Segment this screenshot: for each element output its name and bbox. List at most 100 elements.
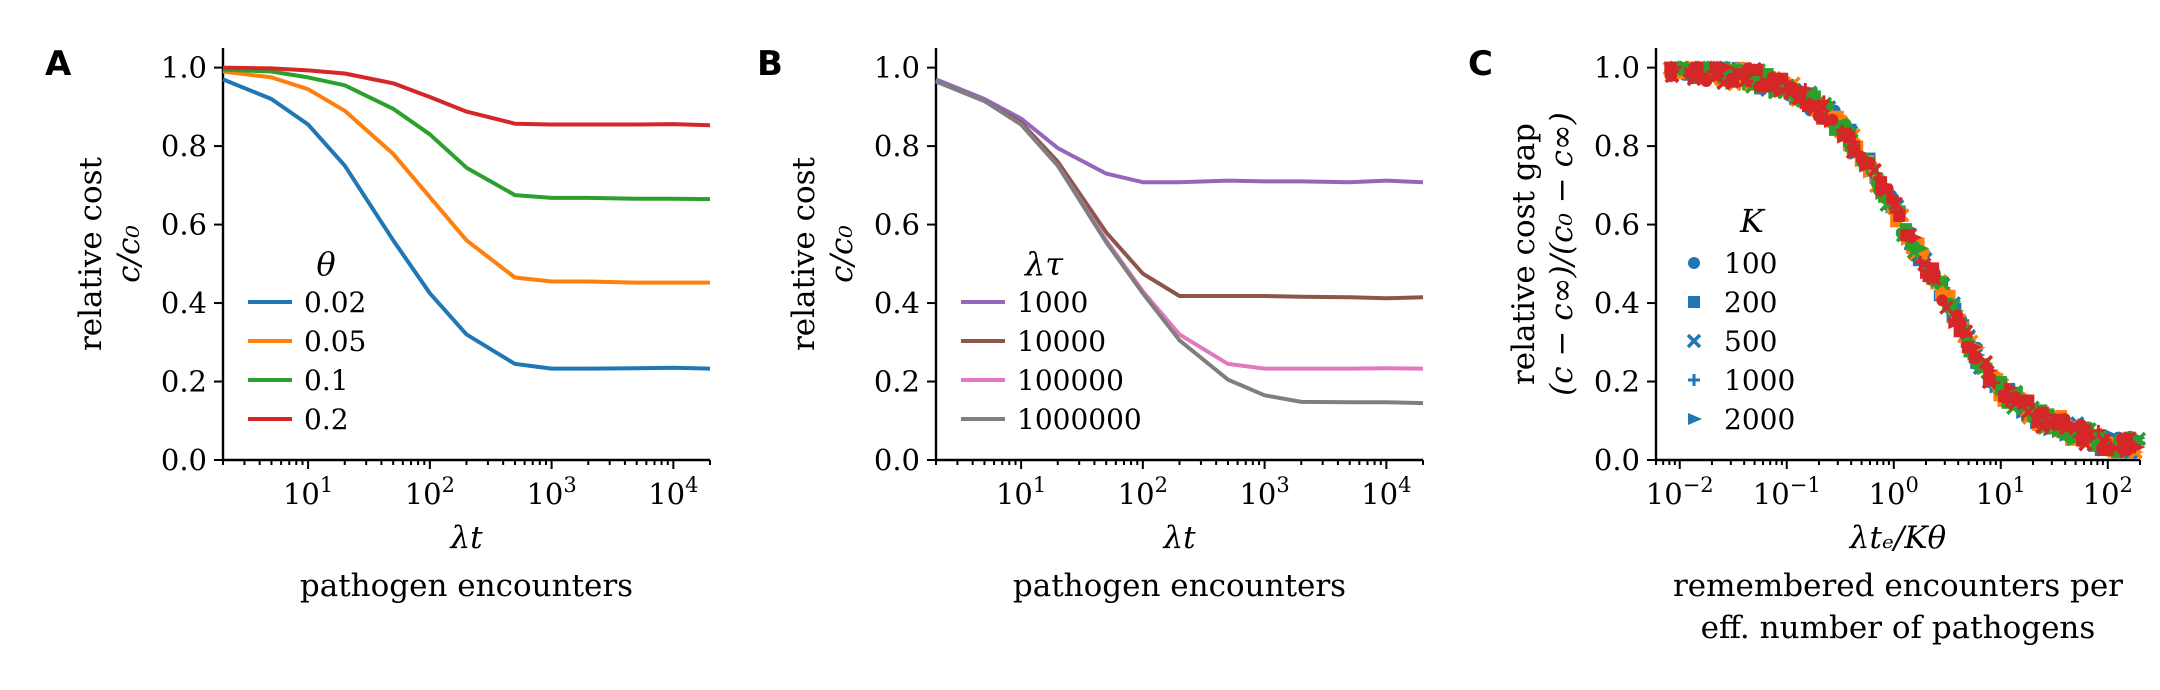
legend-label: 200 xyxy=(1724,286,1777,319)
legend-marker xyxy=(1688,296,1700,308)
data-point xyxy=(1720,61,1735,74)
legend-label: 1000 xyxy=(1724,364,1795,397)
y-tick-label: 0.6 xyxy=(874,208,920,242)
panel-a-chart: 0.0 0.2 0.4 0.6 0.8 1.0 101 102 103 104 λt pathogen… xyxy=(73,48,711,604)
series-line-0.05 xyxy=(222,69,710,285)
series-line-0.2 xyxy=(222,65,711,128)
x-tick-label: 10−1 xyxy=(1753,473,1821,511)
x-tick-label: 101 xyxy=(996,473,1046,511)
data-point xyxy=(1734,67,1749,80)
legend-marker xyxy=(1688,413,1702,425)
x-tick-label: 100 xyxy=(1869,473,1919,511)
data-point xyxy=(2072,430,2085,443)
y-tick-label: 0.6 xyxy=(161,208,207,242)
y-tick-label: 1.0 xyxy=(161,51,207,85)
data-point xyxy=(2004,381,2019,394)
data-point xyxy=(2032,416,2047,429)
data-point xyxy=(1939,300,1954,315)
series-line-100000 xyxy=(935,79,1424,371)
x-axis-sublabel: pathogen encounters xyxy=(1013,568,1346,604)
data-point xyxy=(1889,206,1902,219)
data-point xyxy=(1859,160,1874,173)
y-tick-label: 0.8 xyxy=(161,129,207,163)
data-point xyxy=(1773,85,1788,98)
y-tick-label: 0.8 xyxy=(1594,129,1640,163)
data-point xyxy=(1698,69,1713,82)
data-point xyxy=(1886,192,1901,205)
panel-b-chart: 0.0 0.2 0.4 0.6 0.8 1.0 101 102 103 104 λt pathogen… xyxy=(786,48,1424,604)
data-point xyxy=(1928,269,1943,282)
y-axis-sublabel: c/c₀ xyxy=(111,225,147,283)
legend-label: 0.1 xyxy=(304,364,349,397)
y-tick-label: 0.8 xyxy=(874,129,920,163)
data-point xyxy=(1747,61,1763,77)
series-line-10000 xyxy=(935,79,1424,301)
data-point xyxy=(1920,267,1935,280)
series-line-0.1 xyxy=(222,67,711,202)
data-point xyxy=(2038,408,2053,421)
data-point xyxy=(2067,434,2082,447)
data-point xyxy=(1875,185,1890,198)
series-line-1000000 xyxy=(935,79,1424,406)
legend-title: λτ xyxy=(1023,245,1064,283)
legend-label: 0.02 xyxy=(304,286,366,319)
x-tick-label: 104 xyxy=(1361,473,1411,511)
data-point xyxy=(1936,294,1949,307)
data-point xyxy=(1812,103,1825,116)
data-point xyxy=(1914,256,1927,269)
x-tick-label: 102 xyxy=(1118,473,1168,511)
data-point xyxy=(2120,446,2135,459)
data-point xyxy=(2021,404,2036,419)
legend-label: 0.2 xyxy=(304,403,349,436)
data-point xyxy=(1852,146,1867,159)
y-tick-label: 0.0 xyxy=(874,443,920,477)
legend-label: 100000 xyxy=(1017,364,1124,397)
panel-label-c: C xyxy=(1468,44,1493,84)
data-point xyxy=(1800,97,1815,110)
y-tick-label: 0.4 xyxy=(1594,286,1640,320)
y-axis-label: relative cost xyxy=(786,156,822,351)
data-point xyxy=(1759,75,1774,88)
legend-title: K xyxy=(1739,202,1766,240)
data-point xyxy=(2062,421,2077,434)
data-point xyxy=(2001,395,2014,408)
data-point xyxy=(2042,418,2055,431)
data-point xyxy=(2097,444,2112,457)
series-line-0.02 xyxy=(222,77,711,371)
data-point xyxy=(1711,70,1726,83)
data-point xyxy=(2092,424,2105,437)
data-point xyxy=(1783,77,1798,90)
x-tick-label: 102 xyxy=(405,473,455,511)
data-point xyxy=(2131,441,2146,454)
x-tick-label: 103 xyxy=(1239,473,1289,511)
x-tick-label: 102 xyxy=(2083,473,2133,511)
panel-label-a: A xyxy=(45,44,72,84)
legend-label: 2000 xyxy=(1724,403,1795,436)
x-tick-label: 103 xyxy=(526,473,576,511)
data-point xyxy=(1799,82,1812,95)
x-tick-label: 10−2 xyxy=(1646,473,1714,511)
data-point xyxy=(1968,341,1983,354)
y-tick-label: 0.2 xyxy=(161,365,207,399)
data-point xyxy=(1908,231,1923,244)
x-axis-label: λtₑ/Kθ xyxy=(1848,520,1947,556)
data-point xyxy=(2022,394,2035,407)
x-axis-label: λt xyxy=(448,520,483,556)
y-tick-label: 1.0 xyxy=(1594,51,1640,85)
legend-title: θ xyxy=(316,245,335,283)
data-point xyxy=(1823,116,1838,129)
legend-label: 0.05 xyxy=(304,325,366,358)
x-axis-sublabel: pathogen encounters xyxy=(300,568,633,604)
y-tick-label: 0.0 xyxy=(161,443,207,477)
legend-marker xyxy=(1686,333,1702,349)
y-tick-label: 0.2 xyxy=(874,365,920,399)
data-point xyxy=(2011,393,2026,406)
y-axis-label: relative cost gap xyxy=(1506,123,1542,385)
legend-label: 500 xyxy=(1724,325,1777,358)
data-point xyxy=(1817,95,1830,108)
x-axis-label: λt xyxy=(1161,520,1196,556)
x-axis-sublabel-2: eff. number of pathogens xyxy=(1701,610,2096,646)
y-tick-label: 0.0 xyxy=(1594,443,1640,477)
data-point xyxy=(1684,66,1699,79)
data-point xyxy=(2071,421,2086,434)
